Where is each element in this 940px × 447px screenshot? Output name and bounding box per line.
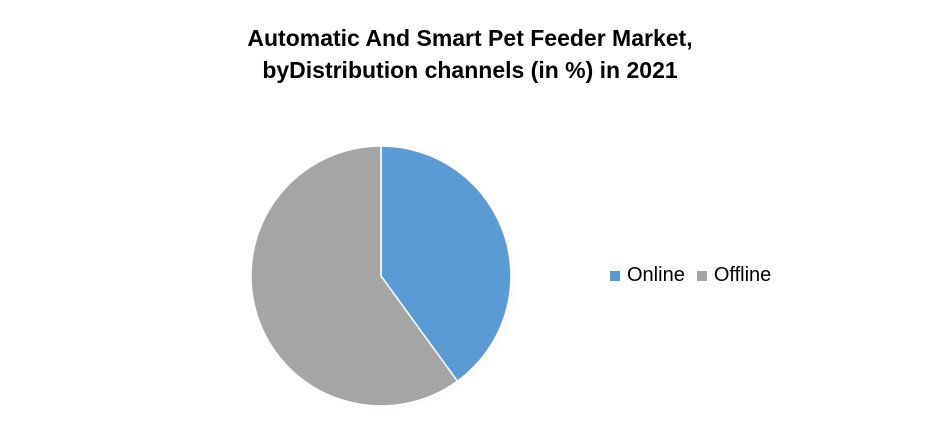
legend-swatch-online [610, 270, 620, 281]
chart-title: Automatic And Smart Pet Feeder Market, b… [0, 22, 940, 86]
legend: Online Offline [610, 264, 783, 287]
chart-title-line-2: byDistribution channels (in %) in 2021 [262, 57, 678, 83]
legend-entry-online: Online [610, 264, 685, 287]
pie-slices [250, 145, 512, 407]
pie-slice-offline [250, 145, 459, 407]
legend-entry-offline: Offline [696, 264, 772, 287]
pie-slice-online [380, 145, 512, 383]
chart-title-line-1: Automatic And Smart Pet Feeder Market, [247, 25, 693, 51]
legend-swatch-offline [696, 270, 707, 281]
legend-label-online: Online [627, 264, 685, 286]
legend-label-offline: Offline [713, 264, 772, 286]
